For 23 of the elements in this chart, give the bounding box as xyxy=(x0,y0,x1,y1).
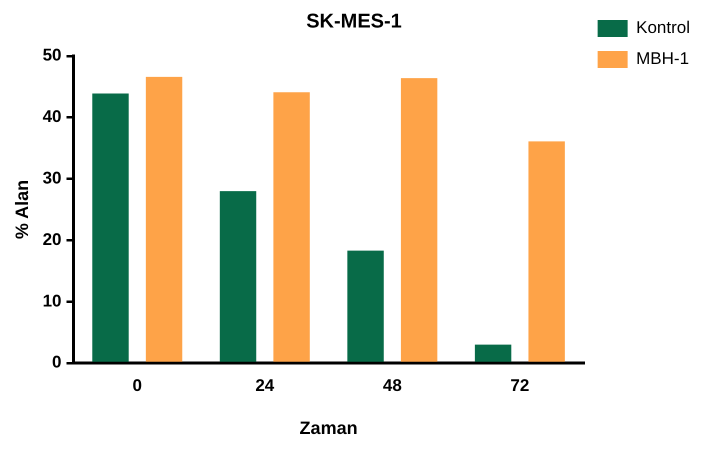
legend-label: MBH-1 xyxy=(636,49,690,68)
bar xyxy=(528,141,565,362)
bar xyxy=(474,344,512,362)
x-axis-title: Zaman xyxy=(300,418,358,438)
y-tick-label: 10 xyxy=(42,291,62,310)
y-tick-label: 50 xyxy=(42,46,62,65)
bar xyxy=(92,93,129,362)
x-tick-label: 48 xyxy=(382,376,402,395)
bar xyxy=(220,191,256,362)
x-tick-label: 0 xyxy=(132,376,142,395)
bar xyxy=(273,92,310,362)
y-tick-label: 40 xyxy=(42,107,62,126)
y-axis-title: % Alan xyxy=(12,180,32,240)
y-tick-label: 30 xyxy=(42,168,62,188)
bar xyxy=(146,76,182,362)
legend-label: Kontrol xyxy=(636,18,690,38)
x-tick-label: 24 xyxy=(255,376,275,395)
bar xyxy=(347,250,384,362)
bar xyxy=(400,78,438,362)
chart-title: SK-MES-1 xyxy=(306,10,402,33)
x-tick-label: 72 xyxy=(510,376,530,395)
y-tick-label: 0 xyxy=(52,352,62,372)
y-tick-label: 20 xyxy=(42,230,62,249)
